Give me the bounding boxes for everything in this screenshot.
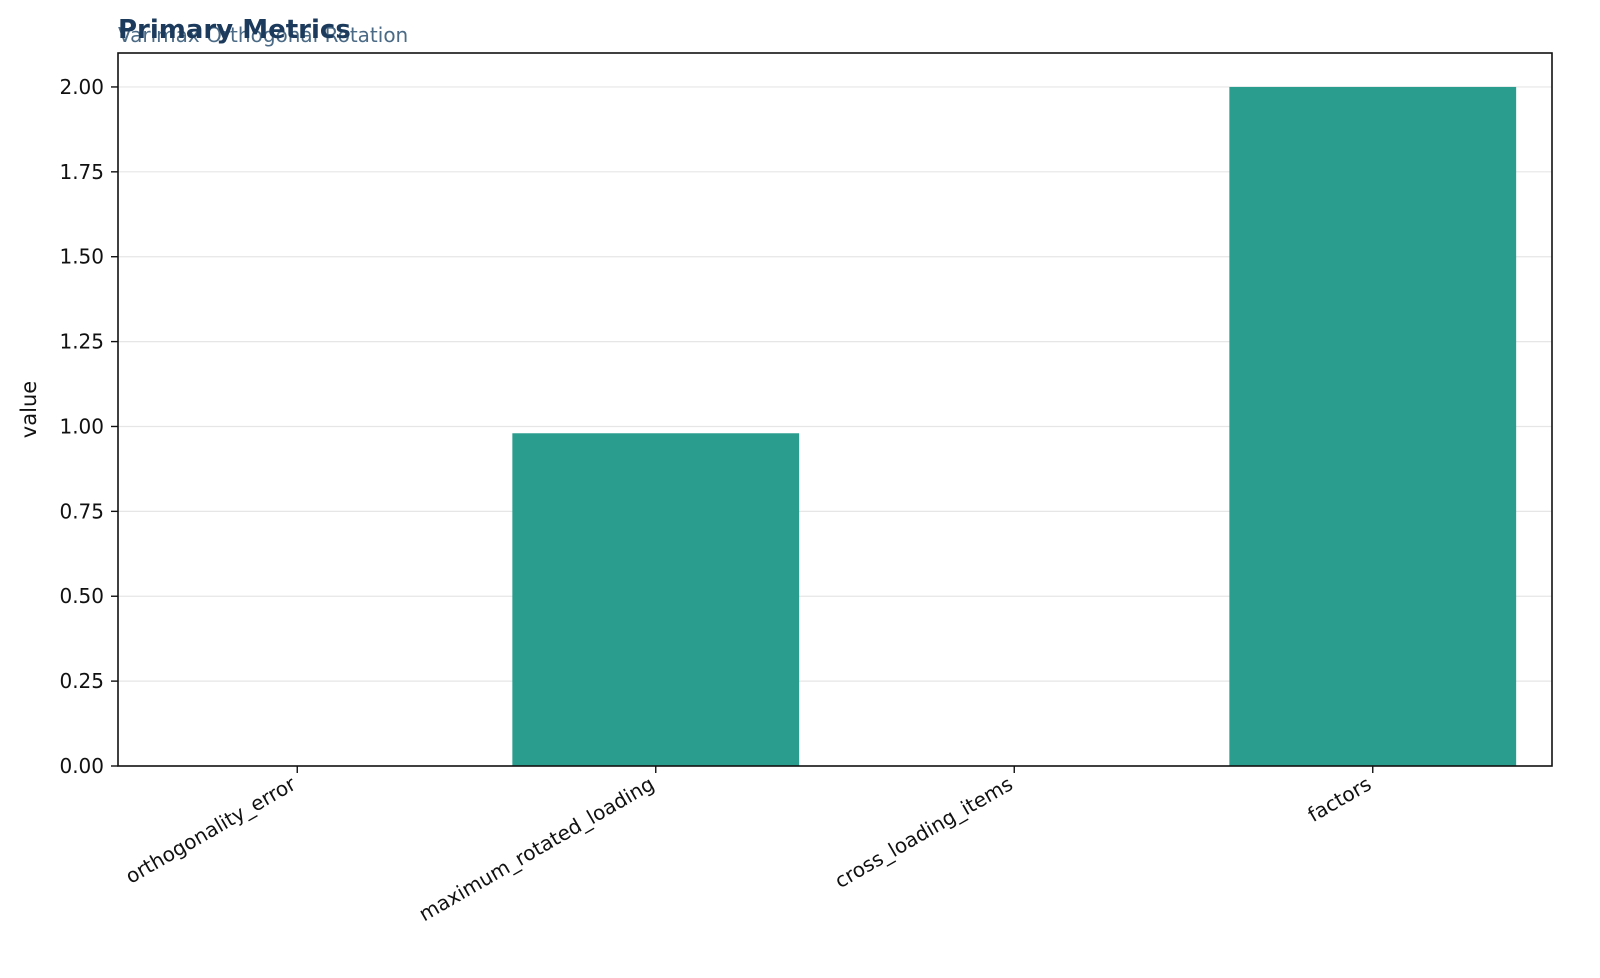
x-tick-label: cross_loading_items [831, 772, 1017, 893]
y-axis-label: value [17, 381, 41, 438]
x-axis-ticks: orthogonality_error maximum_rotated_loadi… [121, 766, 1375, 926]
y-tick-label: 0.50 [59, 584, 104, 608]
grid-lines [118, 86, 1552, 767]
y-tick-label: 1.50 [59, 245, 104, 269]
y-tick-label: 1.00 [59, 414, 104, 438]
y-tick-label: 0.00 [59, 754, 104, 778]
bars [512, 86, 1517, 766]
y-tick-label: 2.00 [59, 75, 104, 99]
x-tick-label: maximum_rotated_loading [415, 772, 659, 926]
x-tick-label: factors [1303, 772, 1375, 827]
y-tick-label: 0.25 [59, 669, 104, 693]
bar-maximum-rotated-loading [512, 433, 800, 766]
chart-title: Primary Metrics [118, 15, 351, 45]
y-tick-label: 1.75 [59, 160, 104, 184]
y-tick-label: 0.75 [59, 499, 104, 523]
plot-frame [117, 52, 1553, 767]
bar-factors [1229, 86, 1517, 766]
x-tick-label: orthogonality_error [121, 771, 300, 888]
y-axis-ticks: 0.00 0.25 0.50 0.75 1.00 1.25 1.50 1.75 2.00 [59, 75, 118, 778]
y-tick-label: 1.25 [59, 330, 104, 354]
chart-subtitle: Varimax Orthogonal Rotation [118, 23, 408, 47]
